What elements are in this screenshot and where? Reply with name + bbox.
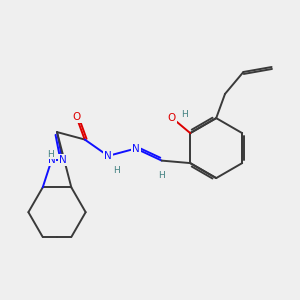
Text: H: H	[158, 171, 165, 180]
Text: N: N	[48, 155, 56, 165]
Text: O: O	[72, 112, 80, 122]
Text: H: H	[181, 110, 188, 119]
Text: N: N	[104, 151, 112, 161]
Text: N: N	[132, 143, 140, 154]
Text: H: H	[113, 167, 120, 176]
Text: H: H	[48, 149, 54, 158]
Text: O: O	[168, 113, 176, 123]
Text: N: N	[58, 155, 66, 165]
